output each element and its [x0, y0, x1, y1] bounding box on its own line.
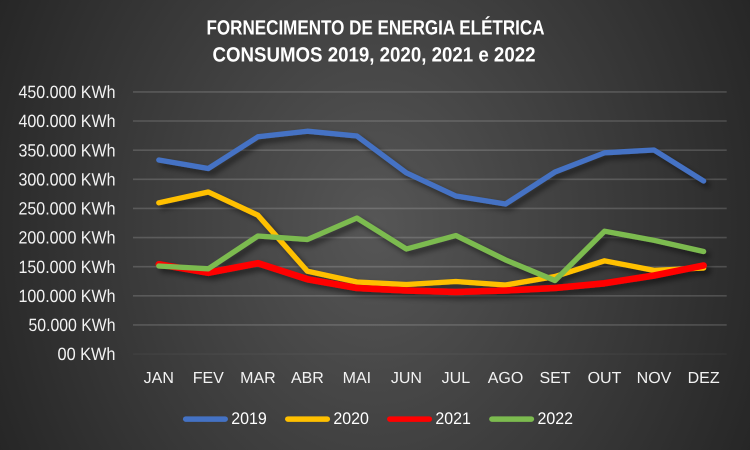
svg-text:MAI: MAI — [343, 370, 371, 387]
svg-text:350.000 KWh: 350.000 KWh — [19, 140, 116, 160]
svg-text:250.000 KWh: 250.000 KWh — [19, 199, 116, 219]
svg-text:FORNECIMENTO DE ENERGIA ELÉTRI: FORNECIMENTO DE ENERGIA ELÉTRICA — [207, 16, 545, 40]
svg-text:150.000 KWh: 150.000 KWh — [19, 257, 116, 277]
svg-text:450.000 KWh: 450.000 KWh — [19, 82, 116, 102]
svg-text:2019: 2019 — [231, 409, 266, 428]
svg-text:JUL: JUL — [442, 370, 471, 387]
svg-text:AGO: AGO — [488, 370, 524, 387]
svg-text:50.000 KWh: 50.000 KWh — [29, 315, 116, 335]
svg-text:2021: 2021 — [435, 409, 471, 428]
svg-text:200.000 KWh: 200.000 KWh — [19, 228, 116, 248]
svg-text:CONSUMOS 2019, 2020, 2021 e 20: CONSUMOS 2019, 2020, 2021 e 2022 — [213, 44, 536, 67]
svg-text:2020: 2020 — [333, 409, 369, 428]
svg-text:JUN: JUN — [391, 370, 422, 387]
svg-text:NOV: NOV — [637, 370, 672, 387]
svg-text:100.000 KWh: 100.000 KWh — [19, 286, 116, 306]
svg-text:MAR: MAR — [240, 370, 276, 387]
svg-text:300.000 KWh: 300.000 KWh — [19, 169, 116, 189]
svg-text:DEZ: DEZ — [688, 370, 720, 387]
svg-text:ABR: ABR — [291, 370, 324, 387]
svg-text:SET: SET — [539, 370, 570, 387]
svg-text:00 KWh: 00 KWh — [58, 344, 116, 364]
svg-text:2022: 2022 — [538, 409, 574, 428]
svg-text:400.000 KWh: 400.000 KWh — [19, 111, 116, 131]
svg-text:JAN: JAN — [144, 370, 174, 387]
svg-text:OUT: OUT — [588, 370, 622, 387]
svg-text:FEV: FEV — [193, 370, 224, 387]
